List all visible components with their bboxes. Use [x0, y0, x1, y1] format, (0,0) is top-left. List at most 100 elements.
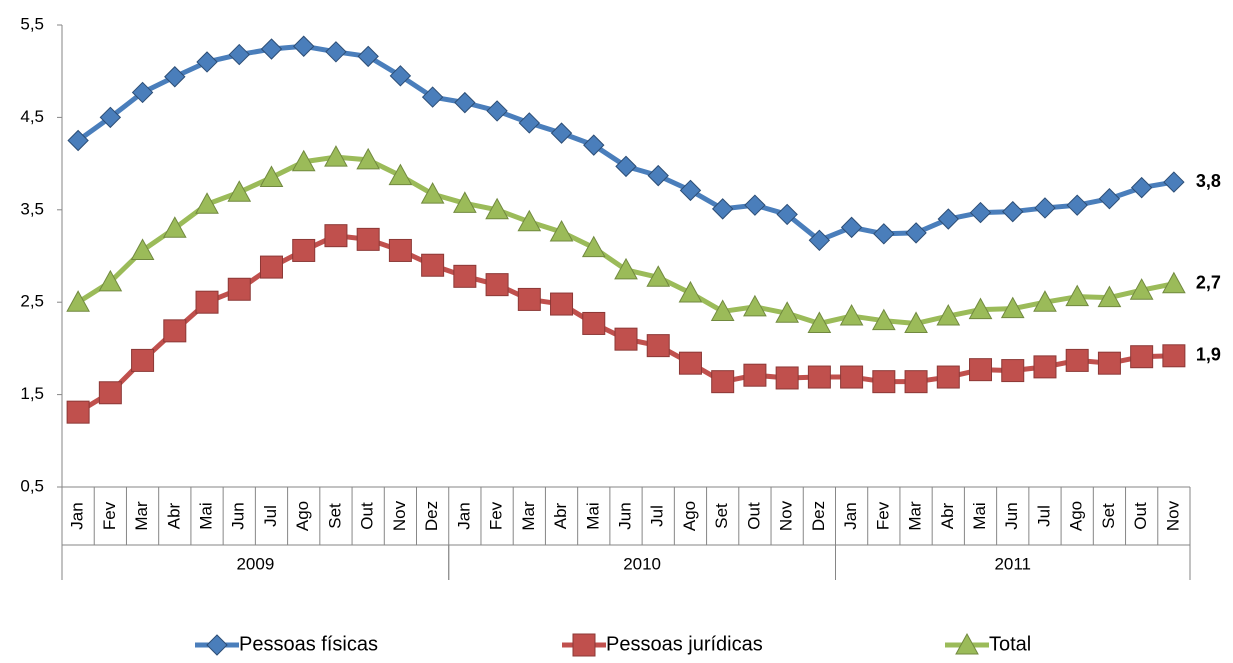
point-marker: [936, 304, 961, 326]
x-tick-label: Set: [1099, 503, 1118, 529]
point-marker: [550, 292, 574, 316]
x-tick-label: Nov: [777, 500, 796, 531]
point-marker: [356, 147, 381, 170]
x-tick-label: Ago: [293, 501, 312, 531]
x-tick-label: Nov: [390, 500, 409, 531]
point-marker: [325, 41, 347, 63]
x-tick-label: Mar: [519, 501, 538, 531]
point-marker: [420, 182, 445, 204]
x-tick-label: Set: [712, 503, 731, 529]
point-marker: [679, 179, 702, 202]
point-marker: [615, 155, 637, 178]
x-tick-label: Abr: [938, 502, 957, 529]
point-marker: [1097, 285, 1122, 308]
point-marker: [1162, 271, 1186, 294]
x-tick-label: Ago: [1067, 501, 1086, 531]
point-marker: [1097, 351, 1121, 375]
point-marker: [873, 223, 895, 245]
point-marker: [324, 224, 348, 248]
point-marker: [614, 257, 638, 280]
x-tick-label: Ago: [680, 501, 699, 531]
point-marker: [807, 311, 832, 333]
point-marker: [905, 222, 927, 244]
point-marker: [1065, 284, 1090, 307]
point-marker: [583, 134, 605, 156]
point-marker: [357, 45, 379, 68]
x-tick-label: Jul: [648, 505, 667, 527]
point-marker: [195, 290, 219, 314]
point-marker: [164, 66, 186, 88]
point-marker: [807, 365, 831, 389]
point-marker: [517, 287, 541, 311]
point-marker: [581, 235, 606, 258]
legend-marker: [955, 632, 979, 655]
x-tick-label: Fev: [487, 501, 506, 530]
value-label: 2,7: [1196, 272, 1221, 292]
point-marker: [968, 297, 993, 320]
point-marker: [518, 112, 541, 134]
point-marker: [260, 38, 283, 60]
y-tick-label: 0,5: [20, 476, 44, 495]
point-marker: [614, 327, 638, 351]
point-marker: [936, 365, 960, 389]
point-marker: [66, 400, 90, 424]
point-marker: [1066, 194, 1088, 216]
point-marker: [969, 201, 992, 224]
point-marker: [1000, 296, 1025, 319]
point-marker: [937, 208, 959, 230]
point-marker: [969, 358, 993, 382]
point-marker: [356, 227, 380, 251]
x-tick-label: Mai: [197, 502, 216, 529]
point-marker: [646, 334, 670, 358]
year-label: 2009: [236, 554, 274, 573]
point-marker: [711, 198, 734, 220]
point-marker: [775, 301, 799, 323]
point-marker: [1001, 359, 1025, 383]
value-label: 3,8: [1196, 171, 1221, 191]
x-tick-label: Fev: [100, 501, 119, 530]
x-tick-label: Out: [1131, 502, 1150, 530]
x-tick-label: Abr: [551, 502, 570, 529]
x-tick-label: Dez: [422, 501, 441, 531]
year-label: 2011: [994, 554, 1031, 573]
point-marker: [421, 253, 445, 277]
point-marker: [453, 264, 477, 288]
point-marker: [517, 209, 542, 232]
legend-label: Total: [989, 633, 1031, 655]
point-marker: [550, 122, 573, 144]
point-marker: [228, 43, 250, 66]
x-tick-label: Set: [325, 503, 344, 529]
x-tick-label: Jun: [615, 502, 634, 529]
point-marker: [582, 311, 606, 335]
x-tick-label: Out: [744, 502, 763, 530]
point-marker: [485, 273, 509, 297]
x-tick-label: Mai: [583, 502, 602, 529]
point-marker: [904, 370, 928, 394]
x-tick-label: Jul: [261, 505, 280, 527]
point-marker: [776, 203, 798, 226]
y-tick-label: 5,5: [20, 14, 44, 33]
point-marker: [646, 265, 671, 287]
point-marker: [227, 180, 252, 202]
point-marker: [710, 299, 735, 321]
x-tick-label: Abr: [164, 502, 183, 529]
point-marker: [775, 366, 799, 390]
x-tick-label: Dez: [809, 501, 828, 531]
point-marker: [67, 129, 89, 152]
point-marker: [840, 365, 864, 389]
x-tick-label: Jan: [68, 502, 87, 529]
x-tick-label: Nov: [1163, 500, 1182, 531]
x-tick-label: Jul: [1034, 505, 1053, 527]
point-marker: [743, 294, 767, 317]
point-marker: [292, 238, 316, 262]
point-marker: [388, 163, 413, 186]
point-marker: [678, 351, 702, 375]
x-tick-label: Fev: [873, 501, 892, 530]
y-tick-label: 3,5: [20, 199, 44, 218]
point-marker: [840, 216, 863, 239]
point-marker: [1162, 344, 1186, 368]
point-marker: [389, 65, 412, 87]
point-marker: [99, 106, 122, 129]
point-marker: [195, 192, 219, 214]
legend-marker: [572, 633, 596, 657]
